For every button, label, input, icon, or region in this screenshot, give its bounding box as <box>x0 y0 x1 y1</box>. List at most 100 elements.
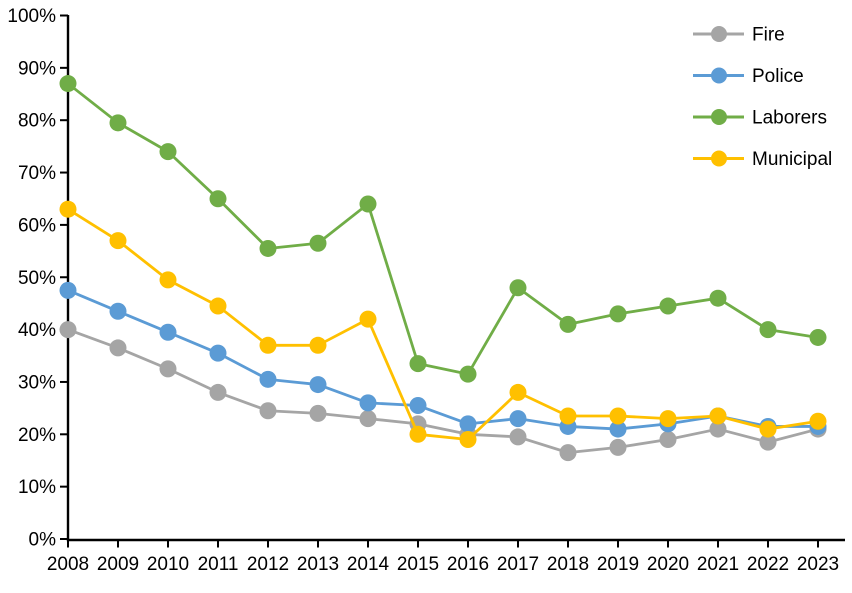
y-axis-tick-label: 0% <box>29 530 57 551</box>
point-municipal-2011 <box>209 297 227 315</box>
point-fire-2017 <box>509 428 527 446</box>
point-police-2016 <box>459 415 477 433</box>
point-laborers-2020 <box>659 297 677 315</box>
point-laborers-2015 <box>409 355 427 373</box>
point-police-2009 <box>109 302 127 320</box>
y-axis-tick-label: 80% <box>18 111 56 132</box>
point-police-2011 <box>209 344 227 362</box>
point-laborers-2021 <box>709 289 727 307</box>
point-police-2012 <box>259 370 277 388</box>
point-laborers-2012 <box>259 239 277 257</box>
x-axis-tick-label: 2012 <box>247 554 289 575</box>
point-fire-2012 <box>259 402 277 420</box>
point-municipal-2018 <box>559 407 577 425</box>
y-axis-tick-label: 70% <box>18 163 56 184</box>
series-line-police <box>66 288 820 431</box>
x-axis-tick-label: 2019 <box>597 554 639 575</box>
x-axis-tick-label: 2014 <box>347 554 390 575</box>
point-police-2015 <box>409 397 427 415</box>
point-municipal-2009 <box>109 232 127 250</box>
point-fire-2014 <box>359 410 377 428</box>
point-fire-2008 <box>59 321 77 339</box>
point-police-2019 <box>609 420 627 438</box>
legend-marker-fire <box>711 26 727 42</box>
legend-label-police: Police <box>752 66 804 87</box>
point-laborers-2018 <box>559 315 577 333</box>
point-municipal-2013 <box>309 336 327 354</box>
legend-label-municipal: Municipal <box>752 149 832 170</box>
point-fire-2018 <box>559 444 577 462</box>
point-laborers-2014 <box>359 195 377 213</box>
point-municipal-2008 <box>59 200 77 218</box>
point-municipal-2012 <box>259 336 277 354</box>
series-line-fire <box>66 328 820 455</box>
y-axis-tick-label: 10% <box>18 477 56 498</box>
point-fire-2011 <box>209 383 227 401</box>
x-axis-tick-label: 2018 <box>547 554 589 575</box>
legend-label-laborers: Laborers <box>752 108 827 129</box>
y-axis-tick-label: 30% <box>18 372 56 393</box>
series-laborers <box>59 75 827 383</box>
series-line-laborers <box>66 82 820 376</box>
y-axis-tick-label: 90% <box>18 58 56 79</box>
point-fire-2010 <box>159 360 177 378</box>
legend-marker-municipal <box>711 150 727 167</box>
x-axis-tick-label: 2013 <box>297 554 339 575</box>
x-axis-tick-label: 2021 <box>697 554 739 575</box>
point-police-2008 <box>59 281 77 299</box>
point-municipal-2023 <box>809 412 827 430</box>
point-fire-2009 <box>109 339 127 357</box>
y-axis-tick-label: 50% <box>18 268 56 289</box>
point-municipal-2015 <box>409 425 427 443</box>
point-municipal-2010 <box>159 271 177 289</box>
series-fire <box>59 321 827 462</box>
point-laborers-2010 <box>159 143 177 161</box>
point-police-2017 <box>509 410 527 428</box>
x-axis-tick-label: 2017 <box>497 554 539 575</box>
legend-label-fire: Fire <box>752 25 785 46</box>
legend-entry-police: Police <box>693 66 804 87</box>
legend-marker-laborers <box>711 109 727 125</box>
y-axis-tick-label: 60% <box>18 215 56 236</box>
point-laborers-2011 <box>209 190 227 208</box>
series-line-municipal <box>66 207 820 441</box>
legend: Fire Police Laborers Municipal <box>693 25 832 170</box>
x-axis-tick-label: 2010 <box>147 554 189 575</box>
x-axis-tick-label: 2009 <box>97 554 139 575</box>
x-axis-tick-label: 2008 <box>47 554 89 575</box>
x-axis-tick-label: 2020 <box>647 554 689 575</box>
y-axis-tick-label: 40% <box>18 320 56 341</box>
point-police-2014 <box>359 394 377 412</box>
series-municipal <box>59 200 827 449</box>
point-municipal-2022 <box>759 420 777 438</box>
point-municipal-2017 <box>509 383 527 401</box>
point-police-2013 <box>309 376 327 394</box>
point-laborers-2009 <box>109 114 127 132</box>
x-axis-tick-label: 2011 <box>198 554 239 575</box>
point-municipal-2020 <box>659 410 677 428</box>
legend-marker-police <box>711 67 727 84</box>
y-axis-tick-label: 100% <box>7 6 56 27</box>
point-laborers-2016 <box>459 365 477 383</box>
point-laborers-2019 <box>609 305 627 323</box>
x-axis-tick-label: 2016 <box>447 554 489 575</box>
x-axis-tick-label: 2022 <box>747 554 789 575</box>
point-fire-2019 <box>609 438 627 456</box>
point-laborers-2013 <box>309 234 327 252</box>
legend-entry-laborers: Laborers <box>693 108 827 129</box>
point-fire-2020 <box>659 431 677 449</box>
point-fire-2013 <box>309 404 327 422</box>
point-fire-2022 <box>759 433 777 451</box>
point-police-2010 <box>159 323 177 341</box>
point-municipal-2016 <box>459 431 477 449</box>
y-axis-tick-label: 20% <box>18 425 56 446</box>
legend-entry-municipal: Municipal <box>693 149 832 170</box>
point-laborers-2023 <box>809 328 827 346</box>
x-axis-tick-label: 2015 <box>397 554 439 575</box>
point-fire-2021 <box>709 420 727 438</box>
point-laborers-2022 <box>759 321 777 339</box>
point-laborers-2008 <box>59 75 77 93</box>
point-municipal-2014 <box>359 310 377 328</box>
